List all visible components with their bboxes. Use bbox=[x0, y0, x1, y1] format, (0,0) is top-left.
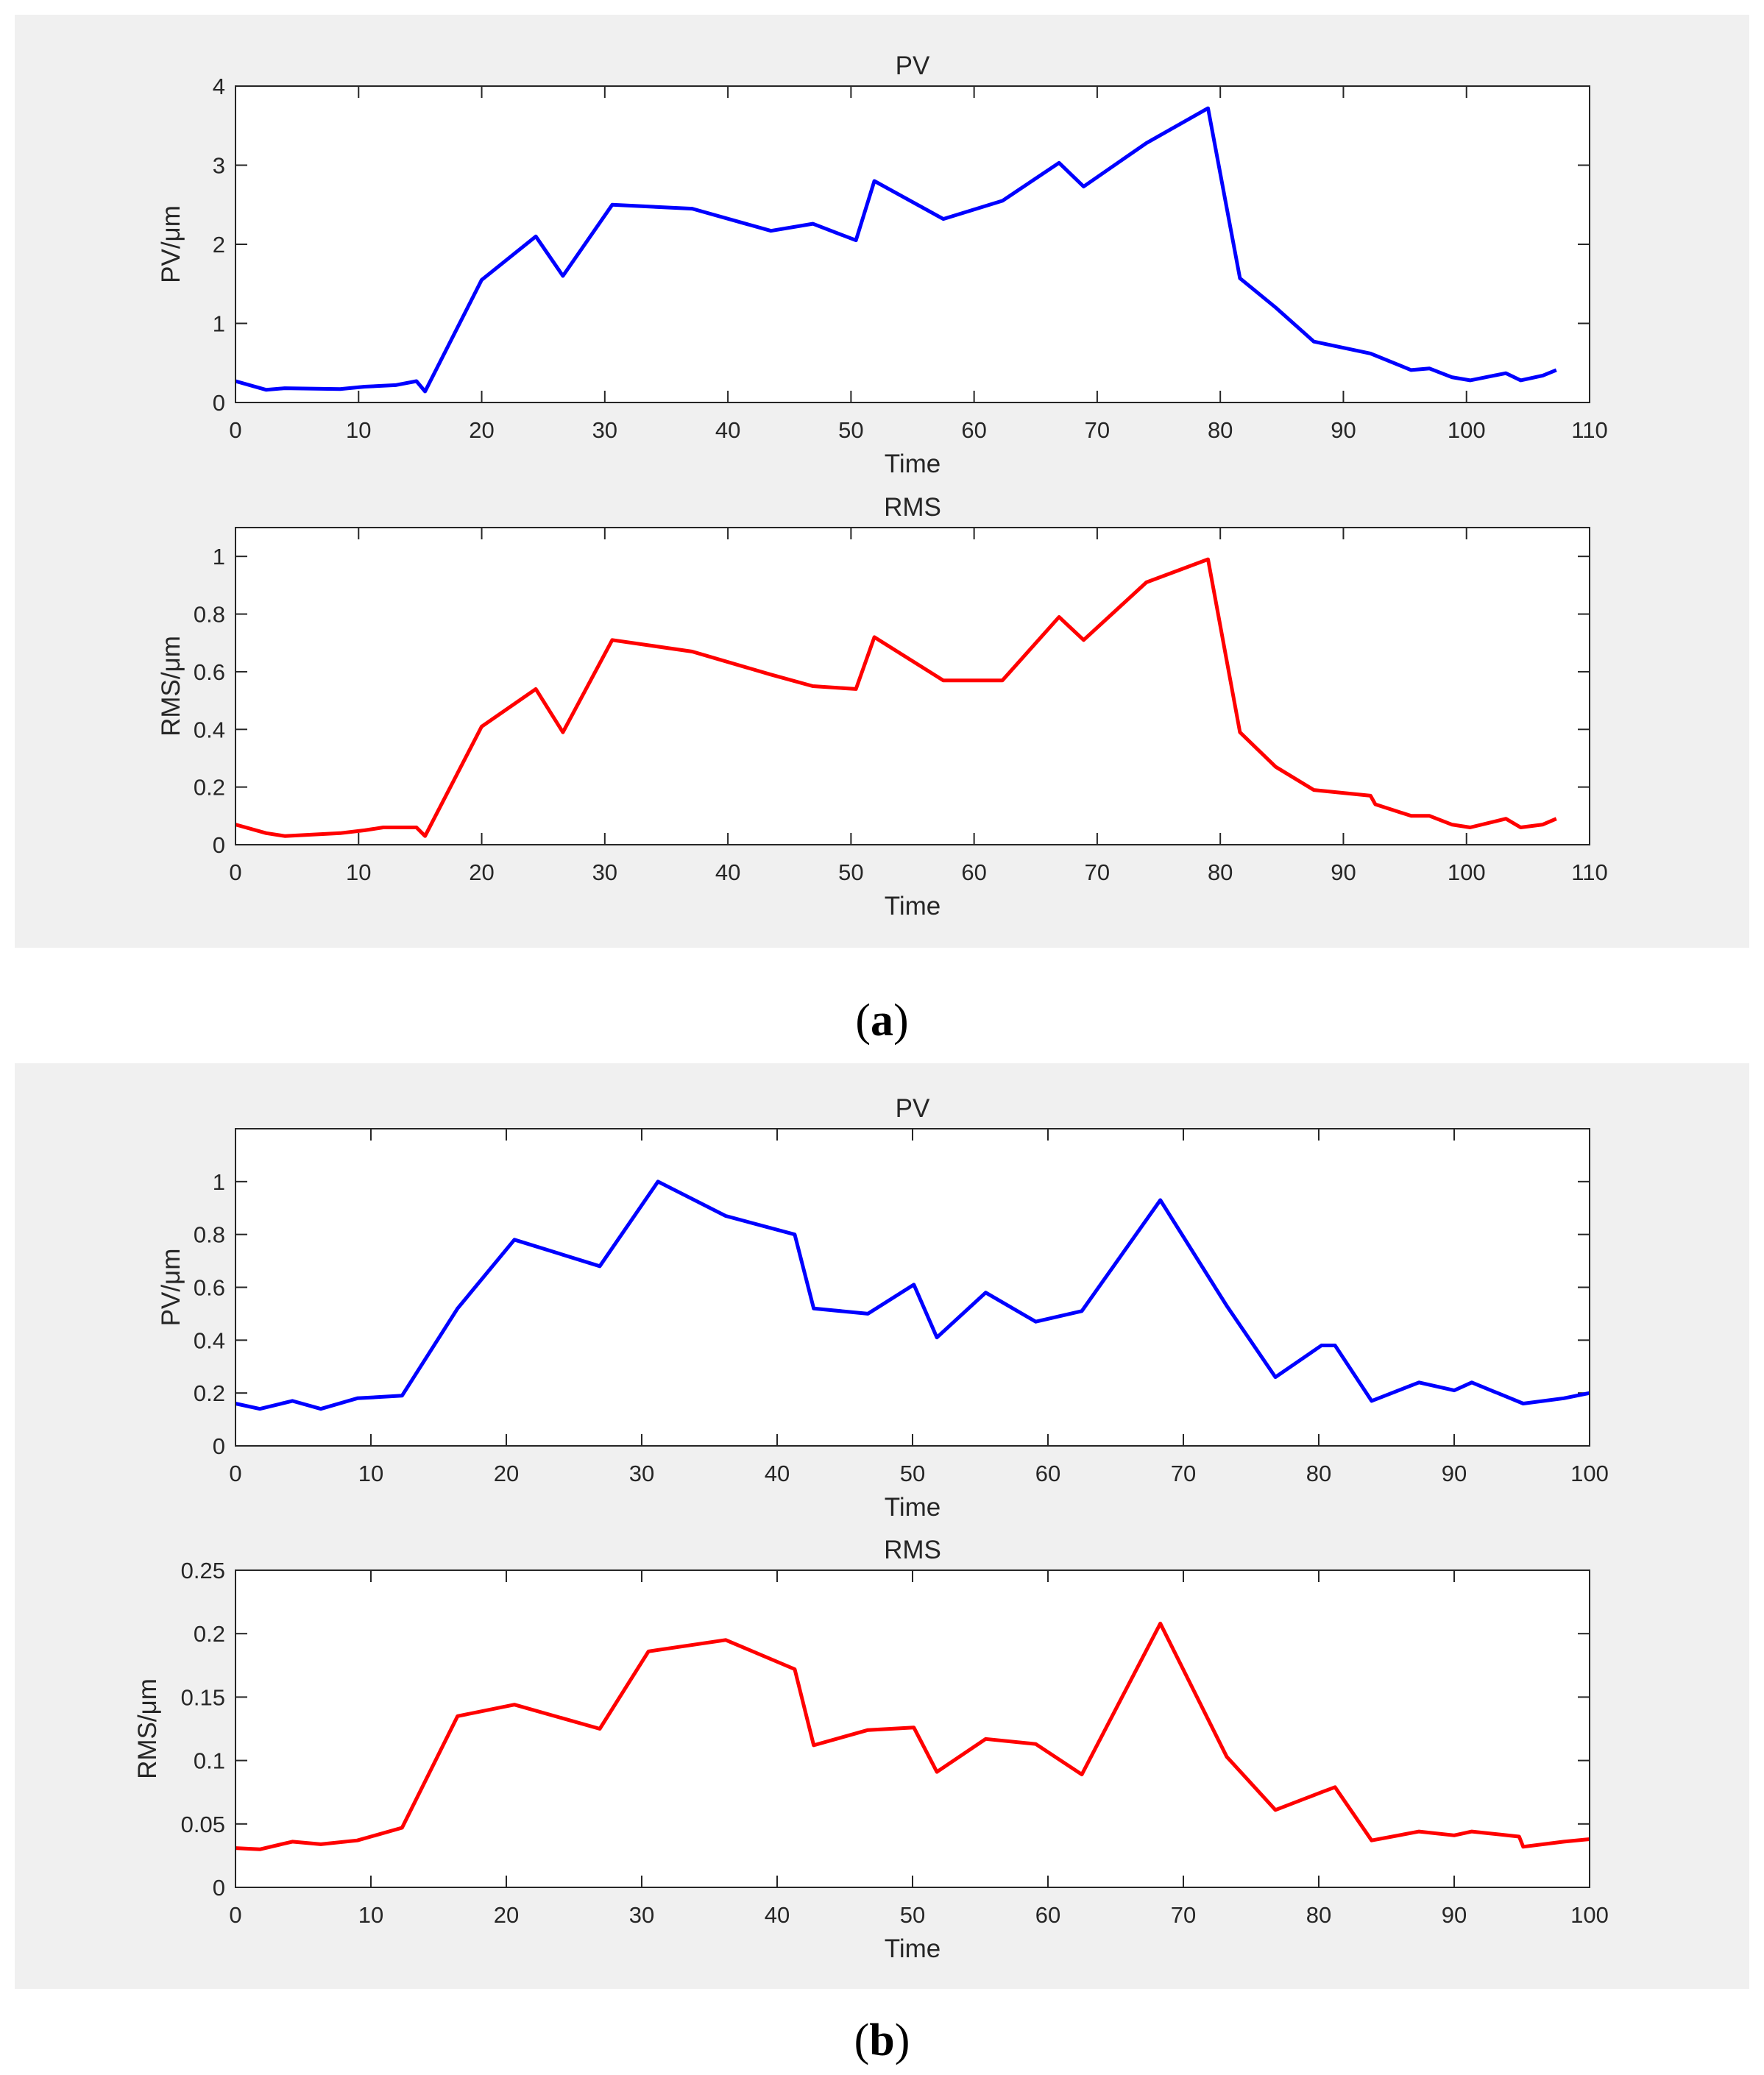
y-tick-label: 0.1 bbox=[194, 1748, 225, 1774]
x-tick-label: 90 bbox=[1331, 417, 1356, 443]
chart-b-rms: 0 10 20 30 40 50 60 70 80 90 100 0 0.05 0.1 0.15 0.2 0.2… bbox=[133, 1536, 1609, 1963]
chart-b-pv: 0 10 20 30 40 50 60 70 80 90 100 0 0.2 0.4 0.6 0.8 1 PV Ti… bbox=[157, 1094, 1609, 1522]
x-tick-label: 0 bbox=[229, 417, 241, 443]
x-tick-label: 80 bbox=[1306, 1902, 1331, 1928]
y-axis-label: PV/μm bbox=[157, 1249, 185, 1327]
x-tick-label: 90 bbox=[1331, 859, 1356, 885]
x-tick-label: 110 bbox=[1571, 417, 1607, 443]
x-tick-label: 40 bbox=[715, 859, 740, 885]
y-tick-label: 4 bbox=[213, 74, 225, 99]
series-line-pv bbox=[235, 1180, 1590, 1411]
axes-box bbox=[235, 1128, 1590, 1447]
y-tick-label: 0 bbox=[213, 1433, 225, 1459]
y-tick-label: 0.4 bbox=[194, 1327, 225, 1353]
x-tick-label: 20 bbox=[494, 1902, 519, 1928]
x-tick-label: 60 bbox=[1035, 1461, 1060, 1486]
y-tick-label: 1 bbox=[213, 1169, 225, 1195]
y-tick-label: 0.8 bbox=[194, 1222, 225, 1248]
panel-a-caption: (a) bbox=[855, 996, 909, 1046]
y-tick-label: 1 bbox=[213, 544, 225, 570]
x-tick-label: 30 bbox=[629, 1461, 654, 1486]
x-tick-label: 90 bbox=[1442, 1902, 1467, 1928]
x-tick-label: 0 bbox=[229, 1902, 241, 1928]
x-tick-label: 30 bbox=[592, 859, 617, 885]
y-tick-label: 0.8 bbox=[194, 602, 225, 628]
y-tick-label: 0.2 bbox=[194, 1380, 225, 1406]
y-tick-label: 0 bbox=[213, 390, 225, 416]
x-tick-label: 90 bbox=[1442, 1461, 1467, 1486]
y-tick-label: 3 bbox=[213, 153, 225, 179]
y-tick-label: 0.2 bbox=[194, 775, 225, 801]
y-axis-label: RMS/μm bbox=[133, 1678, 162, 1779]
axes-box bbox=[235, 1569, 1590, 1888]
y-tick-label: 0.05 bbox=[181, 1812, 225, 1837]
x-tick-label: 10 bbox=[346, 859, 371, 885]
x-axis-label: Time bbox=[885, 450, 941, 478]
x-tick-label: 10 bbox=[358, 1902, 383, 1928]
x-tick-label: 40 bbox=[765, 1902, 790, 1928]
chart-title: PV bbox=[896, 52, 930, 80]
x-axis-label: Time bbox=[885, 1934, 941, 1963]
axes-box bbox=[235, 527, 1590, 845]
y-tick-label: 0.4 bbox=[194, 717, 225, 742]
chart-a-rms: 0 10 20 30 40 50 60 70 80 90 100 110 0 0.2 0.4 0.6 0.8 1 R… bbox=[157, 493, 1608, 921]
x-tick-label: 100 bbox=[1448, 417, 1486, 443]
axes-box bbox=[235, 85, 1590, 403]
y-tick-label: 0.15 bbox=[181, 1684, 225, 1710]
x-tick-label: 80 bbox=[1306, 1461, 1331, 1486]
x-tick-label: 100 bbox=[1570, 1461, 1609, 1486]
x-tick-label: 60 bbox=[961, 859, 986, 885]
x-tick-label: 80 bbox=[1208, 417, 1233, 443]
x-tick-label: 100 bbox=[1570, 1902, 1609, 1928]
chart-a-pv: 0 10 20 30 40 50 60 70 80 90 100 110 0 1 2 3 4 PV Time PV/μ… bbox=[157, 52, 1608, 478]
x-tick-label: 70 bbox=[1171, 1461, 1196, 1486]
y-tick-label: 2 bbox=[213, 232, 225, 258]
x-tick-label: 50 bbox=[838, 859, 863, 885]
x-tick-label: 50 bbox=[900, 1902, 925, 1928]
x-tick-label: 0 bbox=[229, 859, 241, 885]
x-tick-label: 50 bbox=[838, 417, 863, 443]
x-tick-label: 50 bbox=[900, 1461, 925, 1486]
y-tick-label: 0.2 bbox=[194, 1621, 225, 1647]
y-axis-label: RMS/μm bbox=[157, 636, 185, 737]
x-tick-label: 80 bbox=[1208, 859, 1233, 885]
series-line-pv bbox=[235, 106, 1557, 394]
x-tick-label: 40 bbox=[765, 1461, 790, 1486]
chart-title: PV bbox=[896, 1094, 930, 1123]
x-tick-label: 20 bbox=[469, 417, 494, 443]
x-tick-label: 0 bbox=[229, 1461, 241, 1486]
x-tick-label: 70 bbox=[1171, 1902, 1196, 1928]
x-tick-label: 30 bbox=[629, 1902, 654, 1928]
x-tick-label: 70 bbox=[1085, 859, 1110, 885]
x-tick-label: 10 bbox=[346, 417, 371, 443]
plot-area bbox=[235, 528, 1590, 845]
series-line-rms bbox=[235, 557, 1557, 838]
x-tick-label: 20 bbox=[469, 859, 494, 885]
y-tick-label: 0.25 bbox=[181, 1558, 225, 1583]
chart-title: RMS bbox=[884, 1536, 941, 1564]
x-tick-label: 30 bbox=[592, 417, 617, 443]
x-tick-label: 70 bbox=[1085, 417, 1110, 443]
plot-area bbox=[235, 86, 1590, 402]
y-tick-label: 0 bbox=[213, 832, 225, 858]
panel-b-caption: (b) bbox=[854, 2015, 910, 2065]
y-tick-label: 0.6 bbox=[194, 659, 225, 685]
x-tick-label: 60 bbox=[961, 417, 986, 443]
x-tick-label: 110 bbox=[1571, 859, 1607, 885]
x-tick-label: 60 bbox=[1035, 1902, 1060, 1928]
chart-title: RMS bbox=[884, 493, 941, 522]
y-tick-label: 1 bbox=[213, 311, 225, 337]
x-tick-label: 100 bbox=[1448, 859, 1486, 885]
series-line-rms bbox=[235, 1621, 1590, 1851]
y-tick-label: 0 bbox=[213, 1875, 225, 1901]
y-tick-label: 0.6 bbox=[194, 1275, 225, 1301]
x-axis-label: Time bbox=[885, 1493, 941, 1522]
x-tick-label: 20 bbox=[494, 1461, 519, 1486]
x-axis-label: Time bbox=[885, 892, 941, 921]
y-axis-label: PV/μm bbox=[157, 205, 185, 283]
x-tick-label: 40 bbox=[715, 417, 740, 443]
x-tick-label: 10 bbox=[358, 1461, 383, 1486]
